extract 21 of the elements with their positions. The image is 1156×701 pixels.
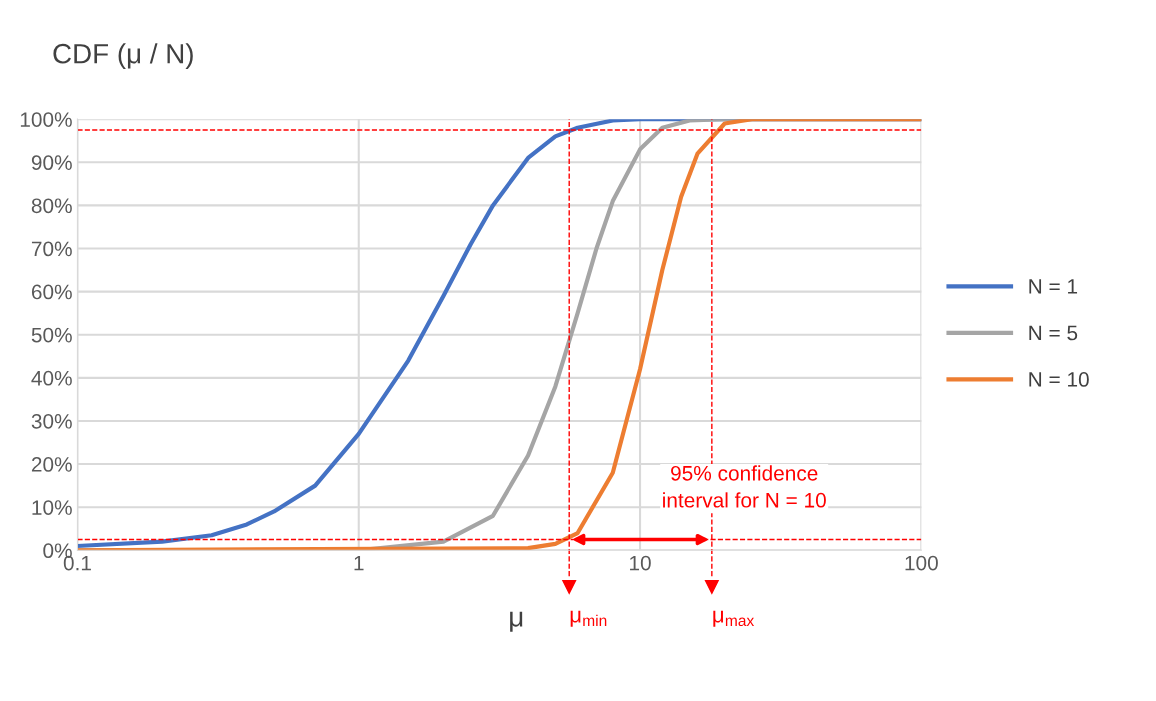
legend-label: N = 5 xyxy=(1029,325,1078,341)
y-tick-label: 70% xyxy=(31,241,72,257)
ref-line-label: μ$_{min}$ xyxy=(570,610,607,627)
annotation: 95% confidence interval for N = 10 xyxy=(663,465,826,508)
y-tick-label: 100% xyxy=(20,112,72,127)
legend-label: N = 1 xyxy=(1029,279,1078,294)
y-tick-label: 50% xyxy=(31,327,72,343)
y-tick-label: 80% xyxy=(31,198,72,214)
y-tick-label: 60% xyxy=(31,284,72,300)
y-tick-label: 30% xyxy=(31,413,72,429)
x-tick-label: 1 xyxy=(354,555,364,571)
y-tick-label: 90% xyxy=(31,155,72,171)
x-tick-label: 10 xyxy=(630,555,651,571)
y-tick-label: 10% xyxy=(32,500,72,515)
ref-line-label: μ$_{max}$ xyxy=(713,610,755,627)
y-tick-label: 40% xyxy=(31,370,72,386)
x-tick-label: 100 xyxy=(905,555,938,571)
legend-label: N = 10 xyxy=(1029,372,1089,387)
x-axis-title: μ xyxy=(510,611,523,632)
y-tick-label: 20% xyxy=(31,457,72,472)
y-axis-title: CDF (μ / N) xyxy=(53,43,193,70)
